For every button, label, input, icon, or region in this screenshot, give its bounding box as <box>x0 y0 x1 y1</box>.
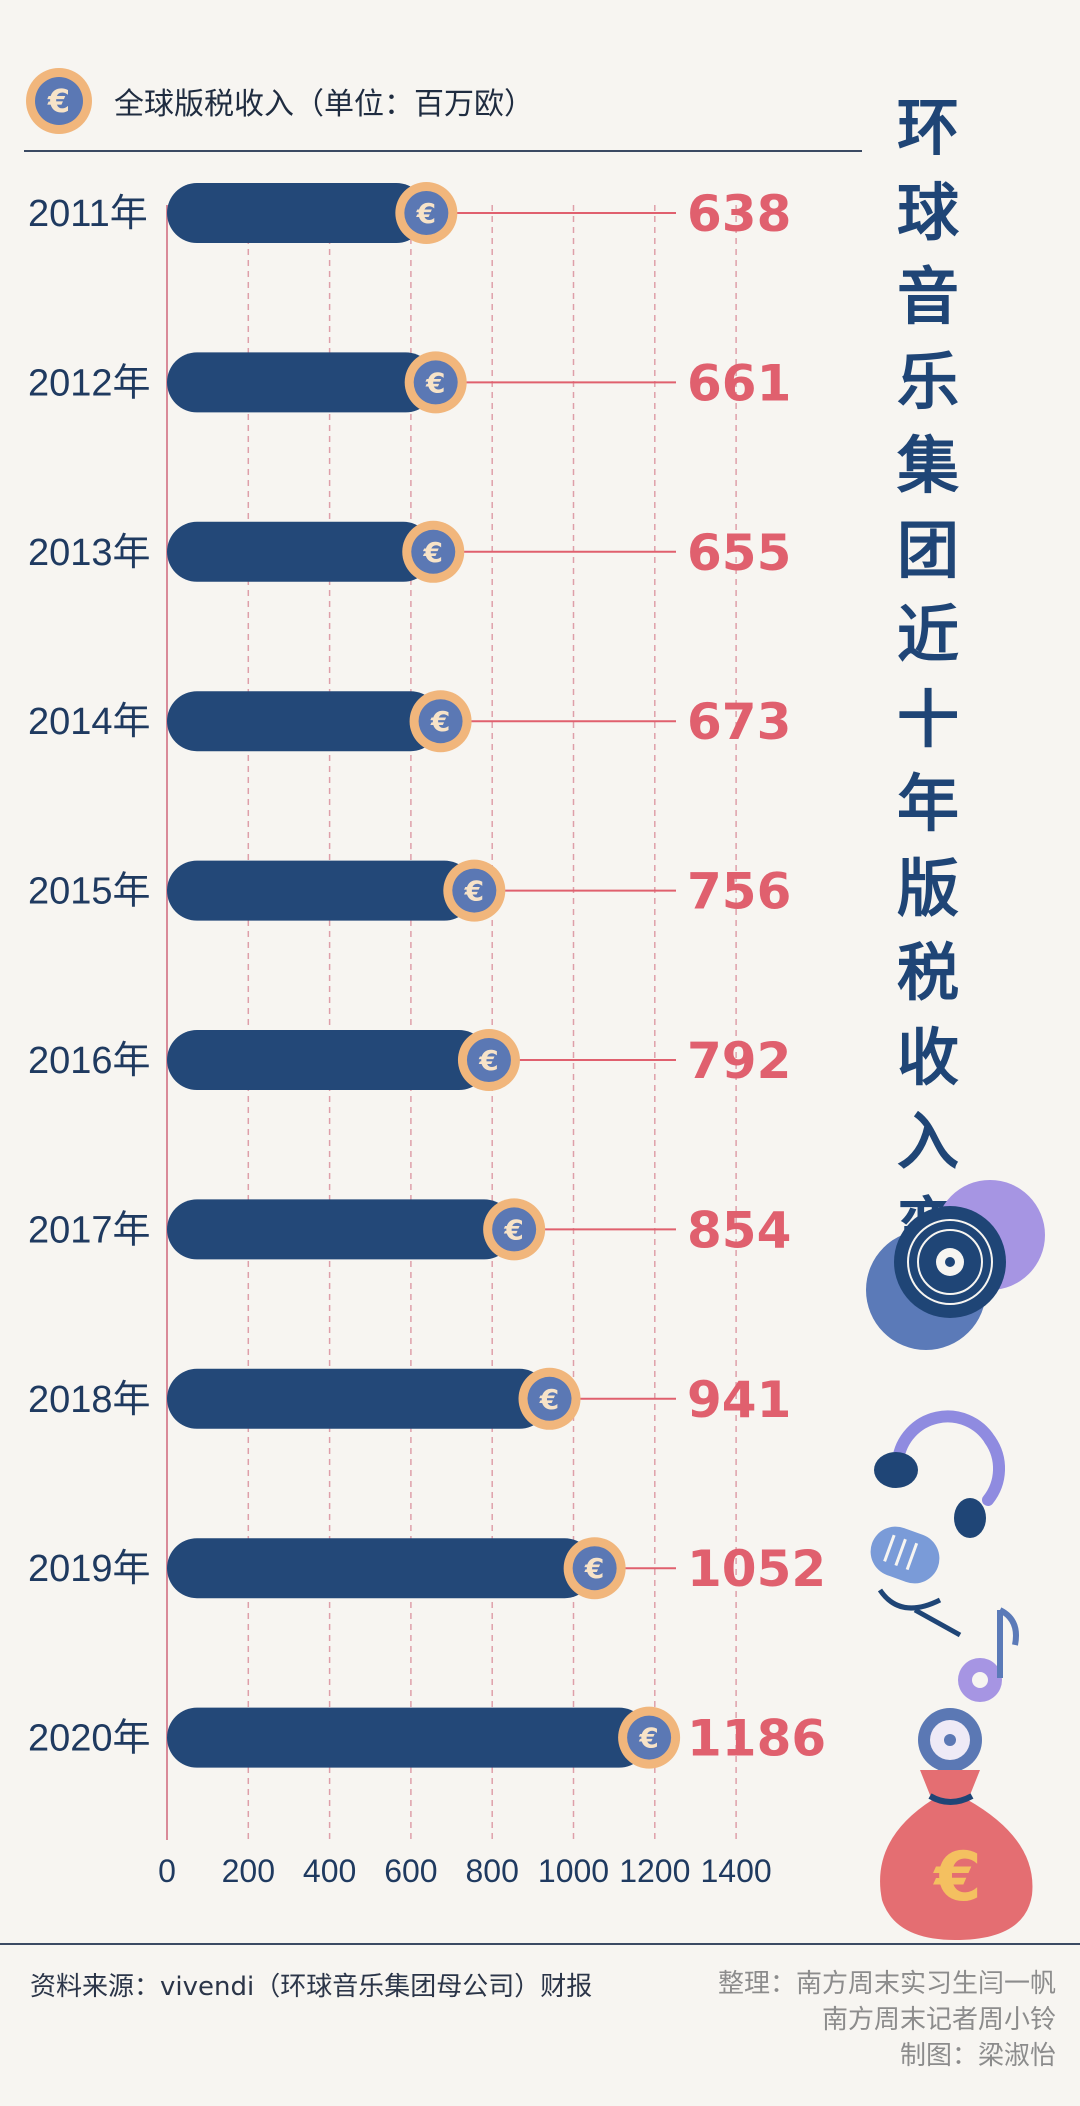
bottom-divider <box>0 1943 1080 1945</box>
x-tick-label: 800 <box>466 1853 519 1889</box>
year-label: 2016年 <box>28 1040 151 1082</box>
bar <box>167 1199 515 1260</box>
x-tick-label: 1400 <box>701 1853 772 1889</box>
euro-symbol: € <box>503 1213 523 1246</box>
credit-line: 南方周末记者周小铃 <box>821 2005 1056 2035</box>
x-tick-label: 1000 <box>538 1853 609 1889</box>
value-label: 673 <box>687 693 791 751</box>
euro-symbol: € <box>539 1383 559 1416</box>
value-label: 941 <box>687 1371 791 1429</box>
bar <box>167 1368 550 1429</box>
value-label: 756 <box>687 863 791 921</box>
year-label: 2012年 <box>28 362 151 404</box>
euro-coin-center <box>452 868 497 913</box>
euro-coin-center <box>411 529 456 574</box>
euro-symbol: € <box>478 1044 498 1077</box>
value-label: 661 <box>687 354 791 412</box>
bar <box>167 183 427 243</box>
euro-symbol: € <box>638 1722 658 1755</box>
euro-coin-center <box>413 360 458 405</box>
legend: € 全球版税收入（单位：百万欧） <box>24 66 534 136</box>
year-label: 2019年 <box>28 1548 151 1590</box>
euro-symbol: € <box>430 705 450 738</box>
top-divider <box>24 150 862 152</box>
year-label: 2020年 <box>28 1718 151 1760</box>
year-label: 2011年 <box>28 193 148 235</box>
credit-line: 制图：梁淑怡 <box>899 2041 1056 2071</box>
x-tick-label: 1200 <box>619 1853 690 1889</box>
year-label: 2018年 <box>28 1379 151 1421</box>
value-label: 655 <box>687 524 791 582</box>
data-source: 资料来源：vivendi（环球音乐集团母公司）财报 <box>30 1972 593 2002</box>
bar <box>167 1538 595 1599</box>
music-note-icon <box>958 1607 1019 1702</box>
value-label: 854 <box>687 1201 791 1259</box>
microphone-icon <box>870 1526 962 1638</box>
euro-symbol: € <box>425 366 445 399</box>
bar <box>167 521 434 582</box>
x-tick-label: 0 <box>158 1853 176 1889</box>
credits: 整理：南方周末实习生闫一帆 南方周末记者周小铃 制图：梁淑怡 <box>718 1966 1056 2074</box>
x-tick-label: 400 <box>303 1853 356 1889</box>
headphones-icon <box>874 1410 1006 1538</box>
euro-coin-center <box>627 1715 672 1760</box>
bar <box>167 1707 650 1768</box>
euro-coin-center <box>572 1546 617 1591</box>
year-label: 2014年 <box>28 701 151 743</box>
euro-coin-center <box>527 1376 572 1421</box>
bar <box>167 1030 489 1090</box>
euro-coin-center <box>404 191 449 235</box>
legend-label: 全球版税收入（单位：百万欧） <box>114 87 534 122</box>
bar <box>167 691 441 752</box>
euro-symbol: € <box>464 875 484 908</box>
value-label: 1186 <box>687 1710 826 1768</box>
money-bag-icon: € <box>880 1708 1033 1940</box>
decoration-area: € <box>866 1180 1045 1940</box>
credit-line: 整理：南方周末实习生闫一帆 <box>717 1969 1056 1999</box>
euro-symbol: € <box>423 536 443 569</box>
euro-symbol: € <box>584 1552 604 1585</box>
vinyl-record-icon <box>866 1180 1045 1350</box>
bar <box>167 860 475 921</box>
x-tick-label: 200 <box>222 1853 275 1889</box>
svg-text:€: € <box>932 1838 981 1917</box>
euro-symbol: € <box>416 197 436 230</box>
euro-coin-center <box>466 1038 511 1082</box>
value-label: 1052 <box>687 1540 826 1598</box>
euro-coin-center <box>418 699 463 744</box>
euro-coin-center <box>492 1207 537 1252</box>
bar-chart: 0 200 400 600 800 1000 1200 1400 2011年 €638 2012年 €… <box>28 182 826 1889</box>
svg-text:€: € <box>47 82 70 120</box>
value-label: 792 <box>687 1032 791 1090</box>
year-label: 2015年 <box>28 871 151 913</box>
value-label: 638 <box>687 185 791 243</box>
year-label: 2013年 <box>28 532 151 574</box>
year-label: 2017年 <box>28 1209 151 1251</box>
x-tick-label: 600 <box>384 1853 437 1889</box>
euro-coin-icon: € <box>26 68 92 134</box>
bar <box>167 352 436 413</box>
